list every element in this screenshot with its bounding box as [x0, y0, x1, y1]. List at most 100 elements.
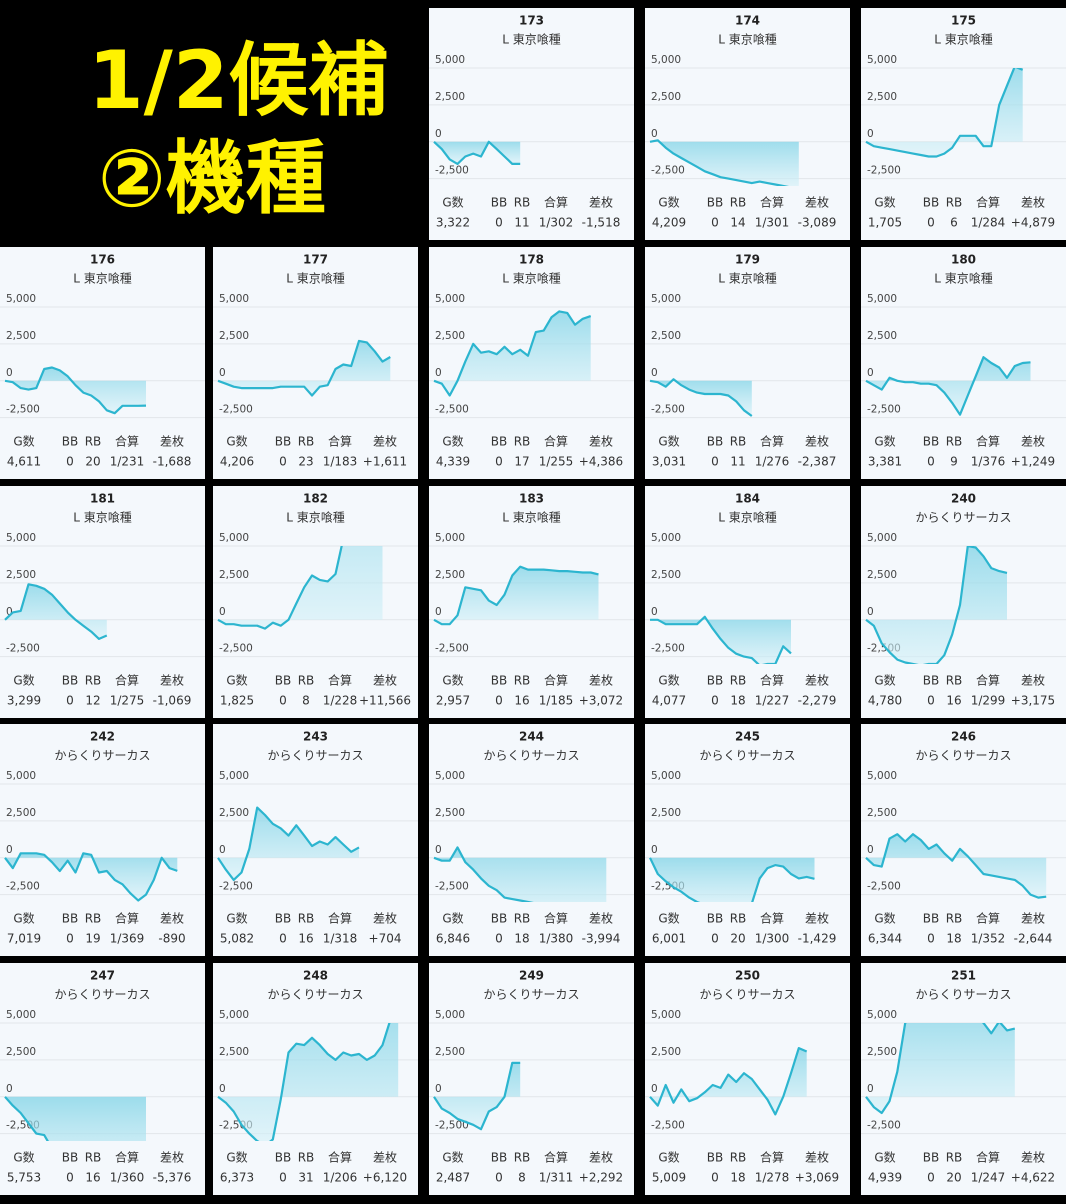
chart-card: 179 L 東京喰種 5,000 2,500 0 -2,500 G数 BB RB 合算 差枚 3,03…: [645, 247, 850, 479]
stat-header: 差枚: [373, 1150, 397, 1165]
stat-value: 3,031: [652, 455, 686, 469]
y-tick-label: 2,500: [219, 330, 249, 342]
stat-header: G数: [442, 434, 463, 449]
stat-header: BB: [923, 912, 939, 926]
stat-value: 0: [279, 694, 287, 708]
y-tick-label: 5,000: [867, 1009, 897, 1021]
stat-value: 4,206: [220, 455, 254, 469]
stat-value: +4,879: [1011, 216, 1055, 230]
stat-value: 1/301: [755, 216, 790, 230]
chart-title: 176: [90, 253, 115, 267]
stat-value: 14: [730, 216, 745, 230]
stat-header: 合算: [328, 911, 352, 926]
stat-value: 20: [85, 455, 100, 469]
line: [433, 846, 534, 902]
stat-value: 1/206: [323, 1171, 358, 1185]
plot: [433, 846, 607, 902]
plot: [217, 546, 383, 630]
stat-header: G数: [442, 911, 463, 926]
stat-header: G数: [13, 673, 34, 688]
card-bg: [213, 724, 418, 956]
stat-value: 0: [711, 455, 719, 469]
chart-subtitle: からくりサーカス: [54, 749, 150, 763]
stat-value: -3,994: [582, 932, 621, 946]
area-fill: [218, 1023, 399, 1141]
line: [4, 852, 178, 902]
y-tick-label: 5,000: [435, 54, 465, 66]
card-bg: [429, 8, 634, 240]
y-tick-label: 0: [435, 1083, 442, 1095]
stat-value: 1/360: [110, 1171, 145, 1185]
stat-value: 0: [495, 694, 503, 708]
stat-value: 5,009: [652, 1171, 686, 1185]
stat-header: BB: [275, 674, 291, 688]
stat-header: BB: [62, 1151, 78, 1165]
stat-header: 差枚: [1021, 195, 1045, 210]
stat-header: RB: [85, 435, 102, 449]
card-bg: [645, 486, 850, 718]
stat-value: 0: [495, 216, 503, 230]
line: [4, 583, 108, 640]
chart-card: 180 L 東京喰種 5,000 2,500 0 -2,500 G数 BB RB 合算 差枚 3,38…: [861, 247, 1066, 479]
stat-header: 差枚: [160, 1150, 184, 1165]
y-tick-label: 0: [867, 844, 874, 856]
stat-value: 31: [298, 1171, 313, 1185]
stat-value: 1/299: [971, 694, 1006, 708]
y-tick-label: 5,000: [219, 293, 249, 305]
stat-value: +3,175: [1011, 694, 1055, 708]
y-tick-label: 5,000: [867, 54, 897, 66]
y-tick-label: 5,000: [651, 293, 681, 305]
stat-value: 0: [66, 694, 74, 708]
stat-header: RB: [85, 1151, 102, 1165]
stat-value: -1,429: [798, 932, 837, 946]
chart-subtitle: L 東京喰種: [73, 271, 132, 286]
line: [217, 806, 360, 881]
y-tick-label: -2,500: [435, 881, 469, 893]
y-tick-label: 2,500: [219, 569, 249, 581]
y-tick-label: 5,000: [6, 293, 36, 305]
stat-value: 4,780: [868, 694, 902, 708]
chart-title: 243: [303, 730, 328, 744]
plot: [649, 857, 815, 902]
y-tick-label: 2,500: [435, 1046, 465, 1058]
stat-header: BB: [923, 435, 939, 449]
stat-value: -2,644: [1014, 932, 1053, 946]
stat-value: 9: [950, 455, 958, 469]
stat-value: +3,069: [795, 1171, 839, 1185]
stat-header: 合算: [328, 673, 352, 688]
y-tick-label: -2,500: [867, 404, 901, 416]
stat-header: 合算: [976, 195, 1000, 210]
area-fill: [434, 566, 599, 625]
card-bg: [429, 963, 634, 1195]
y-tick-label: -2,500: [219, 643, 253, 655]
stat-value: 16: [946, 694, 961, 708]
y-tick-label: 2,500: [435, 569, 465, 581]
plot: [217, 1023, 399, 1141]
stat-header: 合算: [544, 195, 568, 210]
stat-header: G数: [226, 1150, 247, 1165]
y-tick-label: 0: [651, 1083, 658, 1095]
stat-value: 0: [495, 932, 503, 946]
plot: [4, 852, 178, 902]
y-tick-label: 2,500: [6, 330, 36, 342]
stat-value: 1/183: [323, 455, 358, 469]
chart-card: 178 L 東京喰種 5,000 2,500 0 -2,500 G数 BB RB 合算 差枚 4,33…: [429, 247, 634, 479]
line: [217, 339, 391, 397]
stat-value: 6: [950, 216, 958, 230]
chart-subtitle: L 東京喰種: [718, 32, 777, 47]
stat-header: 合算: [115, 673, 139, 688]
area-fill: [650, 140, 799, 186]
y-tick-label: 0: [651, 844, 658, 856]
stat-header: RB: [514, 435, 531, 449]
stat-value: 23: [298, 455, 313, 469]
stat-header: G数: [442, 195, 463, 210]
y-tick-label: 5,000: [435, 532, 465, 544]
chart-card: 173 L 東京喰種 5,000 2,500 0 -2,500 G数 BB RB 合算 差枚 3,32…: [429, 8, 634, 240]
plot: [433, 565, 599, 626]
stat-header: 合算: [115, 911, 139, 926]
stat-value: 6,846: [436, 932, 470, 946]
stat-header: RB: [514, 674, 531, 688]
y-tick-label: 0: [435, 844, 442, 856]
chart-title: 247: [90, 969, 115, 983]
